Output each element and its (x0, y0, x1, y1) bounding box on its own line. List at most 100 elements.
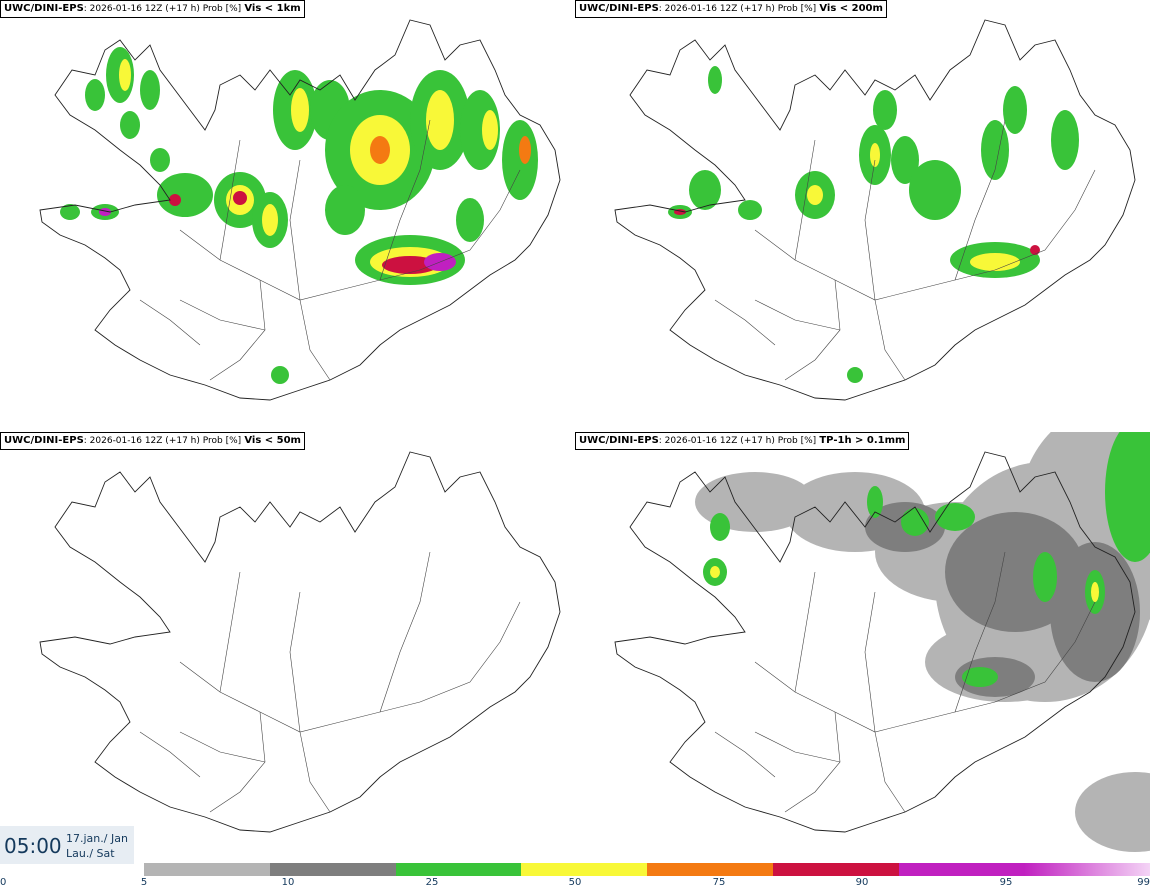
probability-area (482, 110, 498, 150)
boundary-line (379, 551, 431, 713)
probability-area (85, 79, 105, 111)
boundary-line (874, 731, 906, 813)
boundary-line (994, 601, 1096, 703)
boundary-line (219, 139, 241, 261)
boundary-line (754, 731, 841, 763)
probability-area (981, 120, 1009, 180)
colorbar-tick-label: 90 (855, 877, 869, 888)
colorbar-segment (1024, 863, 1150, 876)
probability-area (909, 160, 961, 220)
probability-area (807, 185, 823, 205)
boundary-line (784, 279, 841, 381)
probability-area (1003, 86, 1027, 134)
colorbar-segment (898, 863, 1025, 876)
probability-area (867, 486, 883, 518)
probability-area (150, 148, 170, 172)
probability-area (1033, 552, 1057, 602)
probability-area (140, 70, 160, 110)
boundary-line (289, 591, 301, 733)
probability-area (233, 191, 247, 205)
coastline (614, 451, 1136, 833)
colorbar-tick-label: 5 (140, 877, 148, 888)
coastline (614, 19, 1136, 401)
probability-area (382, 256, 438, 274)
map-panel-precip: UWC/DINI-EPS: 2026-01-16 12Z (+17 h) Pro… (575, 432, 1150, 862)
colorbar-segment (772, 863, 899, 876)
probability-area (1091, 582, 1099, 602)
colorbar-tick-label: 50 (568, 877, 582, 888)
colorbar-segment (269, 863, 396, 876)
boundary-line (289, 159, 301, 301)
map-panel-vis-1km: UWC/DINI-EPS: 2026-01-16 12Z (+17 h) Pro… (0, 0, 575, 430)
probability-area (519, 136, 531, 164)
colorbar-tick-label: 0 (0, 877, 7, 888)
colorbar-tick-label: 10 (281, 877, 295, 888)
probability-area (970, 253, 1020, 271)
boundary-line (139, 299, 201, 346)
probability-area (1105, 432, 1150, 562)
colorbar-segment (647, 863, 773, 876)
probability-area (169, 194, 181, 206)
probability-area (710, 566, 720, 578)
boundary-line (419, 601, 521, 703)
panel-title: UWC/DINI-EPS: 2026-01-16 12Z (+17 h) Pro… (0, 432, 305, 450)
probability-area (262, 204, 278, 236)
probability-area (935, 503, 975, 531)
probability-area (291, 88, 309, 132)
probability-area (120, 111, 140, 139)
probability-area (426, 90, 454, 150)
boundary-line (219, 571, 241, 693)
valid-time: 05:00 (4, 834, 62, 858)
boundary-line (864, 591, 876, 733)
valid-time-box: 05:00 17.jan./ Jan Lau./ Sat (0, 826, 134, 864)
boundary-line (954, 119, 1006, 281)
probability-area (870, 143, 880, 167)
probability-area (271, 366, 289, 384)
boundary-line (139, 731, 201, 778)
probability-area (847, 367, 863, 383)
boundary-line (419, 169, 521, 271)
probability-area (708, 66, 722, 94)
probability-area (901, 508, 929, 536)
boundary-line (784, 711, 841, 813)
panel-title: UWC/DINI-EPS: 2026-01-16 12Z (+17 h) Pro… (575, 0, 887, 18)
boundary-line (209, 711, 266, 813)
boundary-line (714, 299, 776, 346)
probability-area (1030, 245, 1040, 255)
boundary-line (379, 119, 431, 281)
probability-area (325, 185, 365, 235)
colorbar-segment (521, 863, 647, 876)
boundary-line (754, 299, 841, 331)
colorbar-segment (395, 863, 522, 876)
colorbar-tick-label: 75 (712, 877, 726, 888)
boundary-line (179, 661, 421, 733)
map-canvas (614, 432, 1150, 852)
map-canvas (39, 451, 561, 833)
boundary-line (794, 571, 816, 693)
colorbar-segment (144, 863, 270, 876)
probability-area (1051, 110, 1079, 170)
probability-area (738, 200, 762, 220)
boundary-line (179, 731, 266, 763)
boundary-line (864, 159, 876, 301)
probability-area (873, 90, 897, 130)
map-panel-vis-200m: UWC/DINI-EPS: 2026-01-16 12Z (+17 h) Pro… (575, 0, 1150, 430)
boundary-line (179, 299, 266, 331)
boundary-line (994, 169, 1096, 271)
colorbar-tick-label: 99 (1137, 877, 1150, 888)
boundary-line (209, 279, 266, 381)
coastline (39, 451, 561, 833)
valid-weekday: Lau./ Sat (66, 847, 115, 860)
probability-area (60, 204, 80, 220)
boundary-line (714, 731, 776, 778)
boundary-line (874, 299, 906, 381)
boundary-line (794, 139, 816, 261)
valid-date: 17.jan./ Jan (66, 832, 128, 845)
boundary-line (954, 551, 1006, 713)
probability-area (157, 173, 213, 217)
probability-area (710, 513, 730, 541)
probability-area (370, 136, 390, 164)
probability-area (502, 120, 538, 200)
probability-area (119, 59, 131, 91)
probability-area (962, 667, 998, 687)
